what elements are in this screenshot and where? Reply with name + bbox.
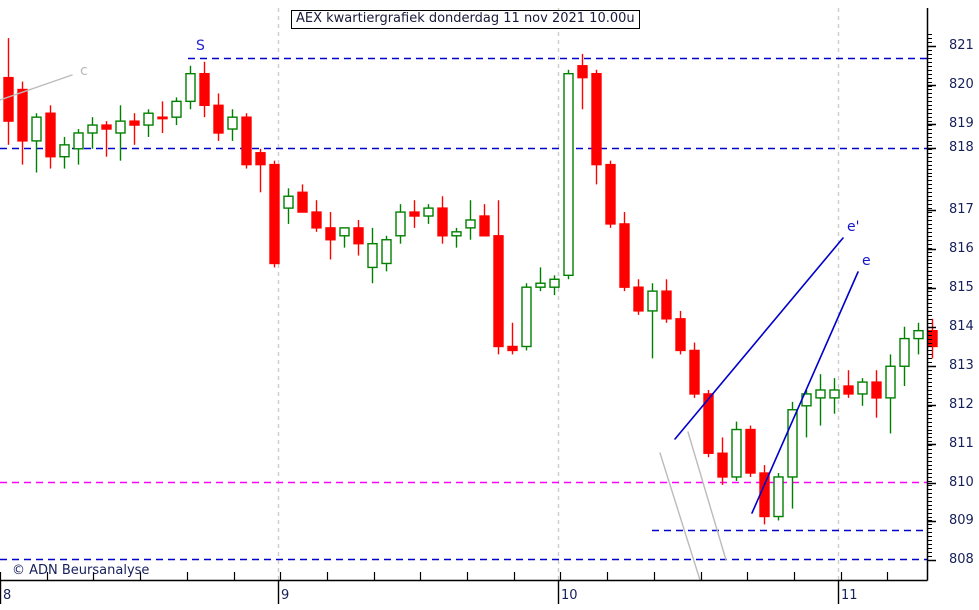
y-axis-tick-label-809: 809 bbox=[949, 513, 974, 528]
candle-39 bbox=[549, 275, 560, 296]
trend-line-old-channel-upper-c bbox=[0, 74, 73, 101]
chart-title: AEX kwartiergrafiek donderdag 11 nov 202… bbox=[291, 10, 640, 29]
candle-8 bbox=[115, 105, 126, 161]
x-axis-tick-label-10: 10 bbox=[561, 588, 578, 603]
x-axis-tick-label-8: 8 bbox=[3, 588, 12, 603]
candle-30 bbox=[423, 204, 434, 224]
candle-33 bbox=[465, 200, 476, 240]
candle-29 bbox=[409, 200, 420, 228]
candle-55 bbox=[773, 473, 784, 521]
candle-1 bbox=[17, 81, 28, 165]
candle-6 bbox=[87, 117, 98, 149]
candle-53 bbox=[745, 425, 756, 477]
candle-47 bbox=[661, 279, 672, 323]
candle-45 bbox=[633, 279, 644, 315]
candle-2 bbox=[31, 113, 42, 173]
candle-51 bbox=[717, 437, 728, 485]
candle-54 bbox=[759, 465, 770, 525]
candle-40 bbox=[563, 69, 574, 280]
candle-61 bbox=[857, 378, 868, 406]
label-c: c bbox=[80, 63, 88, 79]
y-axis-tick-label-817: 817 bbox=[949, 202, 974, 217]
candle-14 bbox=[199, 61, 210, 118]
candle-12 bbox=[171, 97, 182, 126]
candle-58 bbox=[815, 374, 826, 426]
y-axis-tick-label-813: 813 bbox=[949, 358, 974, 373]
y-axis-tick-label-819: 819 bbox=[949, 116, 974, 131]
trend-line-channel-lower-e bbox=[751, 271, 859, 514]
y-axis-tick-label-815: 815 bbox=[949, 280, 974, 295]
candle-41 bbox=[577, 53, 588, 110]
y-axis-tick-label-821: 821 bbox=[949, 38, 974, 53]
candle-7 bbox=[101, 121, 112, 157]
candle-16 bbox=[227, 109, 238, 141]
y-axis-tick-label-812: 812 bbox=[949, 397, 974, 412]
candle-65 bbox=[913, 322, 924, 355]
candle-35 bbox=[493, 200, 504, 355]
candle-9 bbox=[129, 113, 140, 145]
candle-3 bbox=[45, 105, 56, 169]
candle-52 bbox=[731, 421, 742, 481]
candle-15 bbox=[213, 93, 224, 141]
y-axis-tick-label-820: 820 bbox=[949, 77, 974, 92]
candle-26 bbox=[367, 227, 378, 284]
candle-4 bbox=[59, 136, 70, 169]
candle-60 bbox=[843, 370, 854, 398]
candle-50 bbox=[703, 389, 714, 458]
candle-38 bbox=[535, 267, 546, 292]
candle-59 bbox=[829, 378, 840, 414]
candle-34 bbox=[479, 204, 490, 237]
candle-25 bbox=[353, 219, 364, 256]
candle-21 bbox=[297, 184, 308, 213]
candle-5 bbox=[73, 129, 84, 165]
candle-48 bbox=[675, 310, 686, 355]
candle-23 bbox=[325, 212, 336, 260]
candle-62 bbox=[871, 370, 882, 418]
candle-0 bbox=[3, 38, 14, 145]
candle-18 bbox=[255, 148, 266, 193]
y-axis-tick-label-810: 810 bbox=[949, 475, 974, 490]
candle-22 bbox=[311, 200, 322, 232]
candle-17 bbox=[241, 113, 252, 169]
candle-19 bbox=[269, 160, 280, 268]
candle-42 bbox=[591, 69, 602, 185]
candle-63 bbox=[885, 354, 896, 434]
candle-20 bbox=[283, 188, 294, 224]
y-axis-tick-label-816: 816 bbox=[949, 241, 974, 256]
candle-36 bbox=[507, 322, 518, 355]
candle-32 bbox=[451, 227, 462, 248]
label-e: e bbox=[862, 253, 871, 269]
trend-line-channel-upper-e-prime bbox=[674, 237, 844, 440]
candle-44 bbox=[619, 212, 630, 292]
x-axis-tick-label-11: 11 bbox=[841, 588, 858, 603]
candle-43 bbox=[605, 160, 616, 228]
y-axis-tick-label-808: 808 bbox=[949, 552, 974, 567]
trend-line-old-channel-rise-lower bbox=[659, 452, 701, 581]
x-axis-tick-label-9: 9 bbox=[281, 588, 290, 603]
candle-11 bbox=[157, 101, 168, 133]
candle-24 bbox=[339, 227, 350, 248]
y-axis-tick-label-811: 811 bbox=[949, 436, 974, 451]
candle-49 bbox=[689, 342, 700, 398]
label-e-prime: e' bbox=[847, 219, 860, 235]
candle-37 bbox=[521, 283, 532, 351]
candle-10 bbox=[143, 109, 154, 137]
candle-13 bbox=[185, 65, 196, 110]
candle-46 bbox=[647, 283, 658, 359]
candle-28 bbox=[395, 204, 406, 244]
y-axis-tick-label-818: 818 bbox=[949, 140, 974, 155]
candle-27 bbox=[381, 235, 392, 272]
candle-31 bbox=[437, 196, 448, 244]
trend-line-old-channel-rise-upper bbox=[687, 431, 727, 561]
y-axis-tick-label-814: 814 bbox=[949, 319, 974, 334]
label-s: S bbox=[196, 38, 205, 54]
candle-64 bbox=[899, 326, 910, 387]
copyright-notice: © ADN Beursanalyse bbox=[12, 563, 150, 578]
